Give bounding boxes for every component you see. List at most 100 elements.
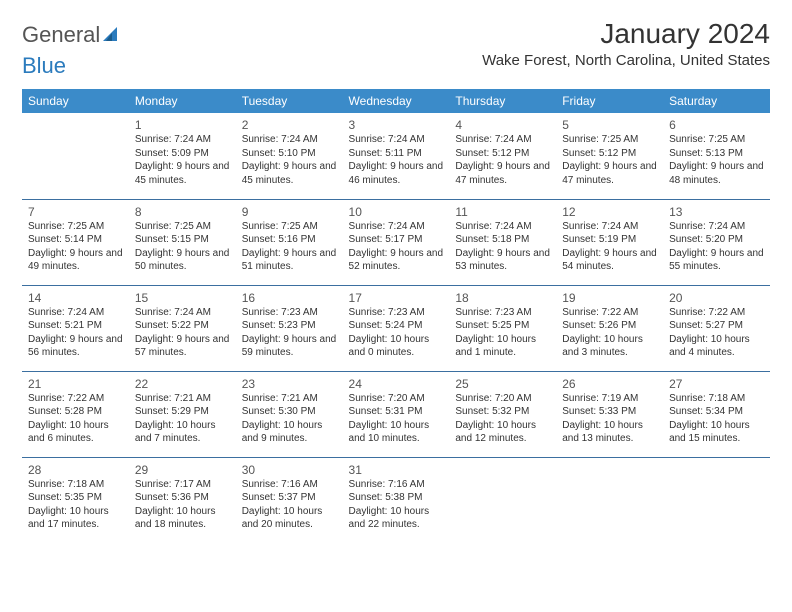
day-details: Sunrise: 7:24 AMSunset: 5:11 PMDaylight:… [349,133,444,187]
day-number: 5 [562,116,657,133]
calendar-cell: 21Sunrise: 7:22 AMSunset: 5:28 PMDayligh… [22,371,129,457]
sunrise-text: Sunrise: 7:16 AM [349,478,444,492]
calendar-cell: 13Sunrise: 7:24 AMSunset: 5:20 PMDayligh… [663,199,770,285]
day-number: 19 [562,289,657,306]
sunrise-text: Sunrise: 7:22 AM [28,392,123,406]
sunset-text: Sunset: 5:10 PM [242,147,337,161]
day-number: 20 [669,289,764,306]
sunrise-text: Sunrise: 7:22 AM [669,306,764,320]
daylight-text: Daylight: 9 hours and 45 minutes. [242,160,337,187]
sunset-text: Sunset: 5:25 PM [455,319,550,333]
day-details: Sunrise: 7:18 AMSunset: 5:34 PMDaylight:… [669,392,764,446]
day-number: 17 [349,289,444,306]
sunset-text: Sunset: 5:19 PM [562,233,657,247]
day-header: Saturday [663,89,770,113]
calendar-cell: 18Sunrise: 7:23 AMSunset: 5:25 PMDayligh… [449,285,556,371]
calendar-cell [663,457,770,543]
sunset-text: Sunset: 5:12 PM [455,147,550,161]
calendar-cell: 16Sunrise: 7:23 AMSunset: 5:23 PMDayligh… [236,285,343,371]
sunset-text: Sunset: 5:30 PM [242,405,337,419]
day-number: 31 [349,461,444,478]
sunset-text: Sunset: 5:29 PM [135,405,230,419]
logo-text-general: General [22,22,100,48]
sunrise-text: Sunrise: 7:24 AM [28,306,123,320]
sunrise-text: Sunrise: 7:23 AM [455,306,550,320]
sunrise-text: Sunrise: 7:23 AM [349,306,444,320]
day-details: Sunrise: 7:25 AMSunset: 5:14 PMDaylight:… [28,220,123,274]
day-details: Sunrise: 7:17 AMSunset: 5:36 PMDaylight:… [135,478,230,532]
day-number: 25 [455,375,550,392]
sunrise-text: Sunrise: 7:25 AM [28,220,123,234]
calendar-table: SundayMondayTuesdayWednesdayThursdayFrid… [22,89,770,543]
sunset-text: Sunset: 5:31 PM [349,405,444,419]
day-number: 14 [28,289,123,306]
sunset-text: Sunset: 5:24 PM [349,319,444,333]
sunset-text: Sunset: 5:09 PM [135,147,230,161]
calendar-week-row: 28Sunrise: 7:18 AMSunset: 5:35 PMDayligh… [22,457,770,543]
day-number: 21 [28,375,123,392]
daylight-text: Daylight: 10 hours and 15 minutes. [669,419,764,446]
sunset-text: Sunset: 5:11 PM [349,147,444,161]
sunset-text: Sunset: 5:12 PM [562,147,657,161]
daylight-text: Daylight: 9 hours and 46 minutes. [349,160,444,187]
day-details: Sunrise: 7:25 AMSunset: 5:16 PMDaylight:… [242,220,337,274]
sunrise-text: Sunrise: 7:25 AM [669,133,764,147]
sunset-text: Sunset: 5:15 PM [135,233,230,247]
calendar-cell: 3Sunrise: 7:24 AMSunset: 5:11 PMDaylight… [343,113,450,199]
sunset-text: Sunset: 5:22 PM [135,319,230,333]
day-details: Sunrise: 7:24 AMSunset: 5:10 PMDaylight:… [242,133,337,187]
month-title: January 2024 [482,18,770,50]
day-details: Sunrise: 7:20 AMSunset: 5:32 PMDaylight:… [455,392,550,446]
day-header: Friday [556,89,663,113]
calendar-cell: 30Sunrise: 7:16 AMSunset: 5:37 PMDayligh… [236,457,343,543]
day-details: Sunrise: 7:21 AMSunset: 5:30 PMDaylight:… [242,392,337,446]
day-details: Sunrise: 7:24 AMSunset: 5:09 PMDaylight:… [135,133,230,187]
calendar-cell: 20Sunrise: 7:22 AMSunset: 5:27 PMDayligh… [663,285,770,371]
calendar-cell: 12Sunrise: 7:24 AMSunset: 5:19 PMDayligh… [556,199,663,285]
day-details: Sunrise: 7:24 AMSunset: 5:17 PMDaylight:… [349,220,444,274]
sunrise-text: Sunrise: 7:24 AM [349,133,444,147]
day-details: Sunrise: 7:22 AMSunset: 5:26 PMDaylight:… [562,306,657,360]
calendar-cell: 26Sunrise: 7:19 AMSunset: 5:33 PMDayligh… [556,371,663,457]
calendar-week-row: 21Sunrise: 7:22 AMSunset: 5:28 PMDayligh… [22,371,770,457]
day-number: 6 [669,116,764,133]
daylight-text: Daylight: 9 hours and 59 minutes. [242,333,337,360]
day-number: 15 [135,289,230,306]
sunrise-text: Sunrise: 7:17 AM [135,478,230,492]
daylight-text: Daylight: 10 hours and 10 minutes. [349,419,444,446]
calendar-cell: 7Sunrise: 7:25 AMSunset: 5:14 PMDaylight… [22,199,129,285]
sunset-text: Sunset: 5:27 PM [669,319,764,333]
daylight-text: Daylight: 10 hours and 22 minutes. [349,505,444,532]
sunset-text: Sunset: 5:21 PM [28,319,123,333]
daylight-text: Daylight: 9 hours and 47 minutes. [455,160,550,187]
day-number: 27 [669,375,764,392]
calendar-cell: 5Sunrise: 7:25 AMSunset: 5:12 PMDaylight… [556,113,663,199]
location-text: Wake Forest, North Carolina, United Stat… [482,52,770,69]
day-number: 28 [28,461,123,478]
sunset-text: Sunset: 5:14 PM [28,233,123,247]
day-number: 9 [242,203,337,220]
day-header: Wednesday [343,89,450,113]
sunrise-text: Sunrise: 7:24 AM [455,133,550,147]
calendar-cell: 28Sunrise: 7:18 AMSunset: 5:35 PMDayligh… [22,457,129,543]
calendar-cell: 8Sunrise: 7:25 AMSunset: 5:15 PMDaylight… [129,199,236,285]
daylight-text: Daylight: 10 hours and 7 minutes. [135,419,230,446]
sunset-text: Sunset: 5:23 PM [242,319,337,333]
day-header-row: SundayMondayTuesdayWednesdayThursdayFrid… [22,89,770,113]
day-number: 12 [562,203,657,220]
calendar-week-row: 1Sunrise: 7:24 AMSunset: 5:09 PMDaylight… [22,113,770,199]
day-number: 18 [455,289,550,306]
calendar-cell: 6Sunrise: 7:25 AMSunset: 5:13 PMDaylight… [663,113,770,199]
daylight-text: Daylight: 10 hours and 9 minutes. [242,419,337,446]
sunrise-text: Sunrise: 7:21 AM [242,392,337,406]
day-number: 4 [455,116,550,133]
sunrise-text: Sunrise: 7:25 AM [562,133,657,147]
logo-sail-icon [102,26,122,44]
day-details: Sunrise: 7:22 AMSunset: 5:28 PMDaylight:… [28,392,123,446]
day-details: Sunrise: 7:24 AMSunset: 5:18 PMDaylight:… [455,220,550,274]
day-details: Sunrise: 7:24 AMSunset: 5:20 PMDaylight:… [669,220,764,274]
day-number: 8 [135,203,230,220]
daylight-text: Daylight: 9 hours and 53 minutes. [455,247,550,274]
sunset-text: Sunset: 5:33 PM [562,405,657,419]
sunset-text: Sunset: 5:13 PM [669,147,764,161]
